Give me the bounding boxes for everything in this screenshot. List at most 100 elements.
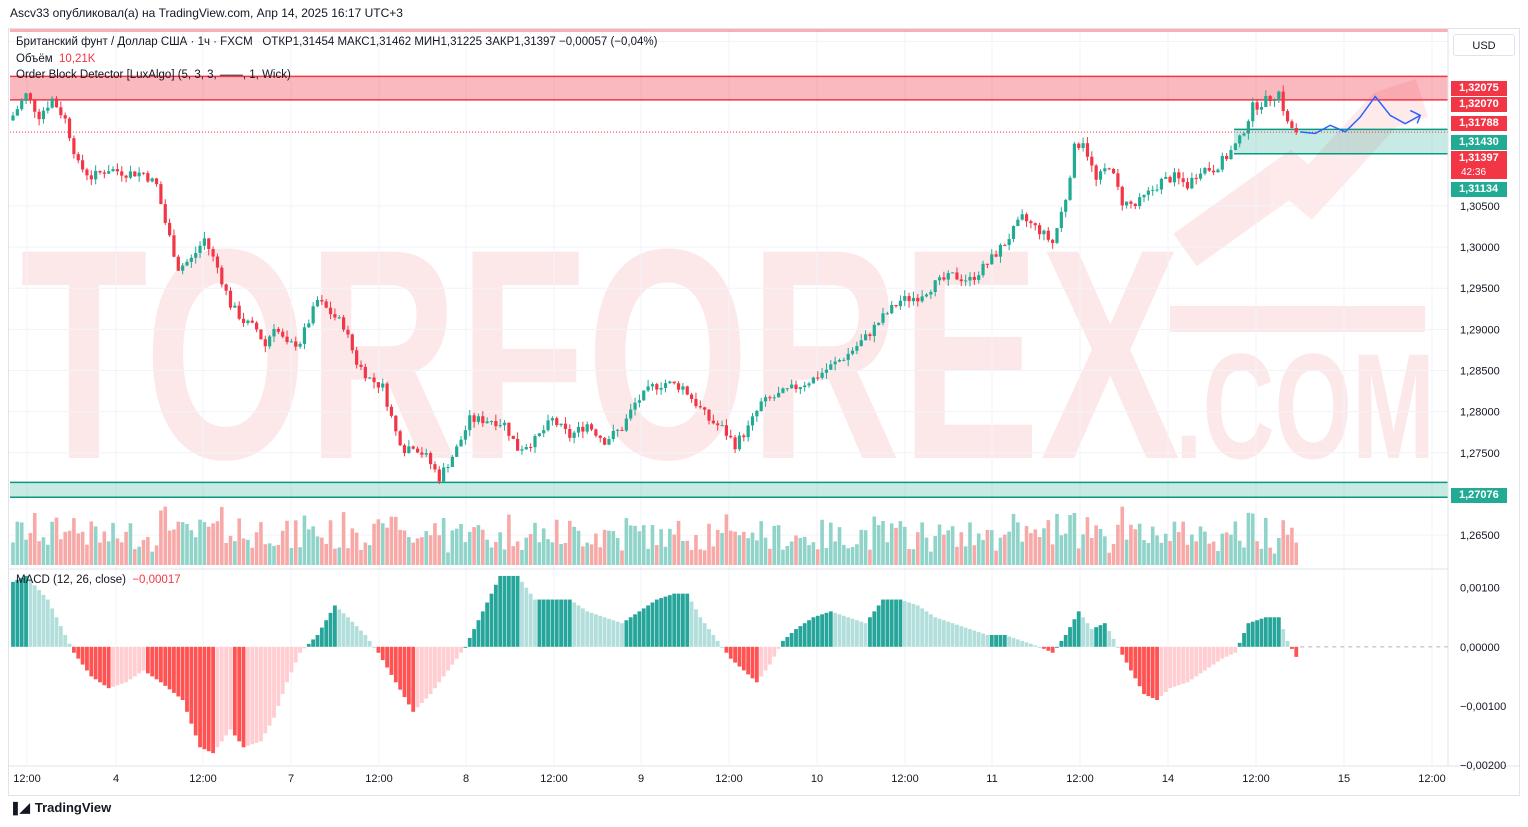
candle-body (168, 222, 172, 236)
volume-bar (807, 545, 811, 565)
macd-bar (411, 646, 416, 712)
volume-bar (1103, 536, 1107, 565)
volume-bar (659, 529, 663, 565)
symbol-name[interactable]: Британский фунт / Доллар США · 1ч · FXCM (16, 36, 253, 48)
macd-bar (1207, 646, 1212, 668)
candle-body (681, 386, 685, 390)
volume-bar (607, 530, 611, 565)
volume-bar (689, 550, 694, 565)
macd-bar (859, 621, 864, 647)
candle-body (102, 172, 106, 174)
volume-bar (233, 541, 237, 565)
candle-body (1268, 95, 1272, 101)
macd-bar (1294, 646, 1299, 657)
volume-bar (546, 539, 550, 565)
volume-label: Объём (16, 53, 53, 65)
candle-body (1072, 143, 1076, 178)
macd-bar (206, 646, 211, 752)
macd-bar (328, 612, 333, 647)
volume-bar (1116, 524, 1120, 565)
macd-bar (676, 593, 681, 647)
candle-body (929, 292, 933, 295)
candle-body (729, 435, 733, 438)
macd-bar (698, 617, 703, 647)
macd-bar (480, 611, 485, 647)
volume-bar (1181, 521, 1185, 565)
volume-bar (985, 529, 990, 565)
candle-body (307, 323, 311, 328)
macd-bar (615, 621, 620, 647)
volume-bar (511, 546, 516, 565)
volume-bar (855, 544, 859, 565)
tradingview-branding[interactable]: ❚◢ TradingView (10, 800, 111, 816)
volume-bar (98, 542, 102, 565)
volume-bar (341, 512, 346, 565)
candle-body (663, 383, 668, 388)
volume-bar (1072, 512, 1077, 565)
macd-bar (420, 646, 424, 703)
candle-body (720, 425, 724, 427)
volume-bar (354, 532, 359, 565)
candle-body (459, 439, 463, 447)
macd-bar (1250, 621, 1255, 647)
candle-body (50, 98, 54, 108)
candle-body (698, 406, 702, 408)
volume-bar (46, 544, 50, 565)
volume-bar (815, 549, 820, 565)
macd-bar (1233, 646, 1238, 653)
volume-bar (507, 514, 511, 565)
macd-bar (441, 646, 446, 677)
macd-bar (855, 620, 859, 647)
macd-bar (737, 646, 742, 667)
volume-bar (1185, 544, 1190, 565)
projection-path[interactable] (1300, 95, 1422, 135)
price-axis[interactable]: 1,26500 1,27500 1,28000 1,28500 1,29000 1,295… (1460, 36, 1500, 542)
volume-bar (1203, 531, 1207, 565)
volume-bar (41, 537, 46, 565)
candle-body (703, 407, 707, 410)
volume-bar (598, 547, 603, 565)
volume-bar (772, 525, 777, 565)
candle-body (455, 446, 459, 457)
price-tick-label: 1,26500 (1460, 530, 1500, 542)
macd-bar (45, 599, 50, 647)
candle-body (1290, 121, 1294, 128)
macd-legend[interactable]: MACD (12, 26, close) −0,00017 (16, 574, 181, 586)
volume-bar (276, 544, 281, 565)
volume-bar (154, 545, 159, 565)
macd-bar (28, 580, 33, 647)
volume-legend[interactable]: Объём 10,21K (16, 53, 95, 65)
macd-bar (154, 646, 159, 680)
candle-body (1081, 143, 1085, 148)
macd-bar (1129, 646, 1133, 671)
currency-button[interactable]: USD (1453, 34, 1515, 56)
candle-body (298, 343, 302, 347)
macd-bar (559, 599, 563, 647)
time-axis[interactable]: 12:00 4 12:00 7 12:00 8 12:00 9 12:00 10 12:00 11 12… (13, 773, 1446, 785)
candle-body (1020, 214, 1024, 220)
volume-bar (311, 526, 315, 565)
macd-bar (337, 609, 342, 647)
volume-bar (554, 519, 559, 565)
macd-bar (563, 599, 568, 647)
candle-body (598, 435, 602, 438)
candle-body (811, 377, 815, 384)
price-label: 1,27076 (1451, 488, 1507, 503)
macd-bar (707, 629, 711, 647)
symbol-legend[interactable]: Британский фунт / Доллар США · 1ч · FXCM… (16, 36, 657, 48)
indicator-legend[interactable]: Order Block Detector [LuxAlgo] (5, 3, 3,… (16, 69, 291, 81)
candle-body (233, 305, 237, 308)
volume-bar (228, 535, 233, 565)
candle-body (1146, 190, 1150, 195)
macd-bar (950, 623, 955, 647)
macd-bar (276, 646, 281, 706)
volume-bar (820, 519, 824, 565)
macd-axis[interactable]: 0,00100 0,00000 −0,00100 −0,00200 (1460, 583, 1506, 772)
volume-bar (337, 547, 342, 565)
volume-bar (1124, 539, 1129, 565)
candle-body (1272, 99, 1277, 101)
macd-bar (346, 617, 350, 647)
candle-body (1194, 177, 1198, 179)
volume-bar (1250, 513, 1255, 565)
